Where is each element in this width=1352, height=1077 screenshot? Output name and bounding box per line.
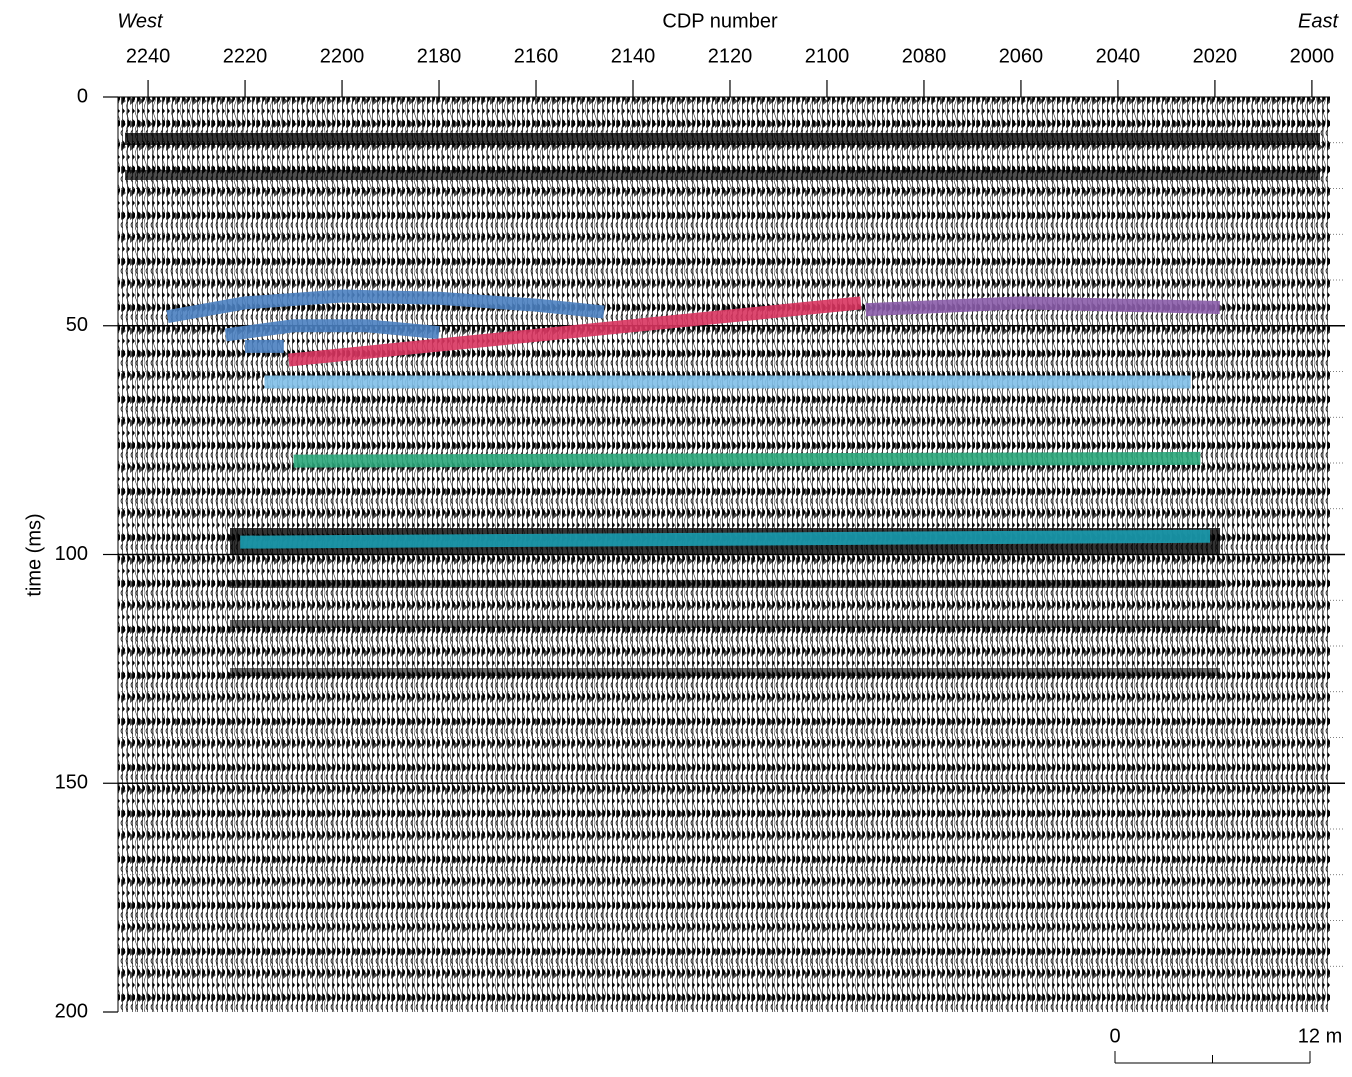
horizon (288, 296, 862, 367)
y-axis-title: time (ms) (23, 513, 45, 596)
x-tick-label: 2100 (805, 45, 850, 67)
scale-bar-label: 12 m (1298, 1025, 1342, 1047)
y-tick-label: 100 (55, 543, 88, 565)
x-tick-label: 2220 (223, 45, 268, 67)
horizon (224, 319, 440, 342)
x-tick-label: 2180 (417, 45, 462, 67)
x-tick-label: 2120 (708, 45, 753, 67)
x-tick-label: 2020 (1193, 45, 1238, 67)
y-tick-label: 50 (66, 314, 88, 336)
horizon (865, 296, 1220, 317)
x-tick-label: 2040 (1096, 45, 1141, 67)
x-tick-label: 2160 (514, 45, 559, 67)
x-tick-label: 2000 (1290, 45, 1335, 67)
horizon (240, 529, 1211, 549)
y-tick-label: 0 (77, 85, 88, 107)
x-axis-title: CDP number (662, 10, 778, 32)
x-tick-label: 2240 (126, 45, 171, 67)
x-tick-label: 2060 (999, 45, 1044, 67)
x-tick-label: 2080 (902, 45, 947, 67)
y-tick-label: 200 (55, 1000, 88, 1022)
horizon (293, 451, 1201, 468)
scale-bar-label: 0 (1109, 1025, 1120, 1047)
horizon (166, 289, 605, 324)
west-label: West (117, 10, 164, 32)
east-label: East (1298, 10, 1339, 32)
y-tick-label: 150 (55, 772, 88, 794)
x-tick-label: 2140 (611, 45, 656, 67)
x-tick-label: 2200 (320, 45, 365, 67)
